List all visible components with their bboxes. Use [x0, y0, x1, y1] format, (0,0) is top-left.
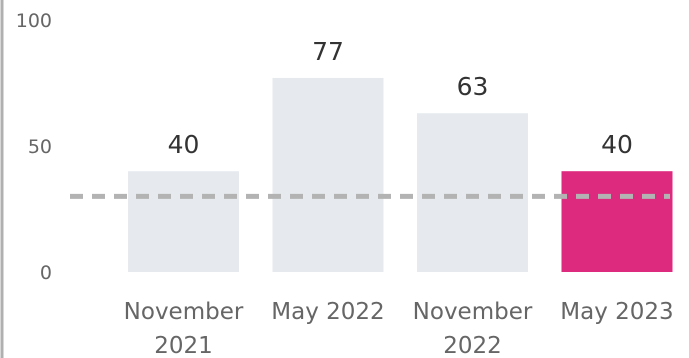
bar	[561, 171, 673, 272]
data-label: 77	[312, 37, 344, 66]
x-tick-label: 2021	[154, 333, 213, 358]
bar	[272, 77, 384, 273]
x-tick-label: November	[124, 299, 244, 325]
data-labels: 40 77 63 40	[168, 37, 633, 159]
x-tick-label: November	[413, 299, 533, 325]
y-tick-label: 50	[28, 136, 52, 158]
data-label: 63	[457, 72, 489, 101]
y-tick-label: 100	[16, 10, 52, 32]
bar	[128, 171, 239, 272]
data-label: 40	[168, 130, 200, 159]
y-tick-label: 0	[40, 262, 52, 284]
x-tick-label: May 2022	[271, 299, 384, 325]
x-tick-label: 2022	[443, 333, 502, 358]
y-axis-ticks: 0 50 100	[16, 10, 52, 284]
x-axis-labels: November 2021 May 2022 November 2022 May 2023	[124, 299, 674, 358]
x-tick-label: May 2023	[560, 299, 673, 325]
bars	[128, 77, 673, 273]
bar	[417, 113, 528, 273]
data-label: 40	[601, 130, 633, 159]
